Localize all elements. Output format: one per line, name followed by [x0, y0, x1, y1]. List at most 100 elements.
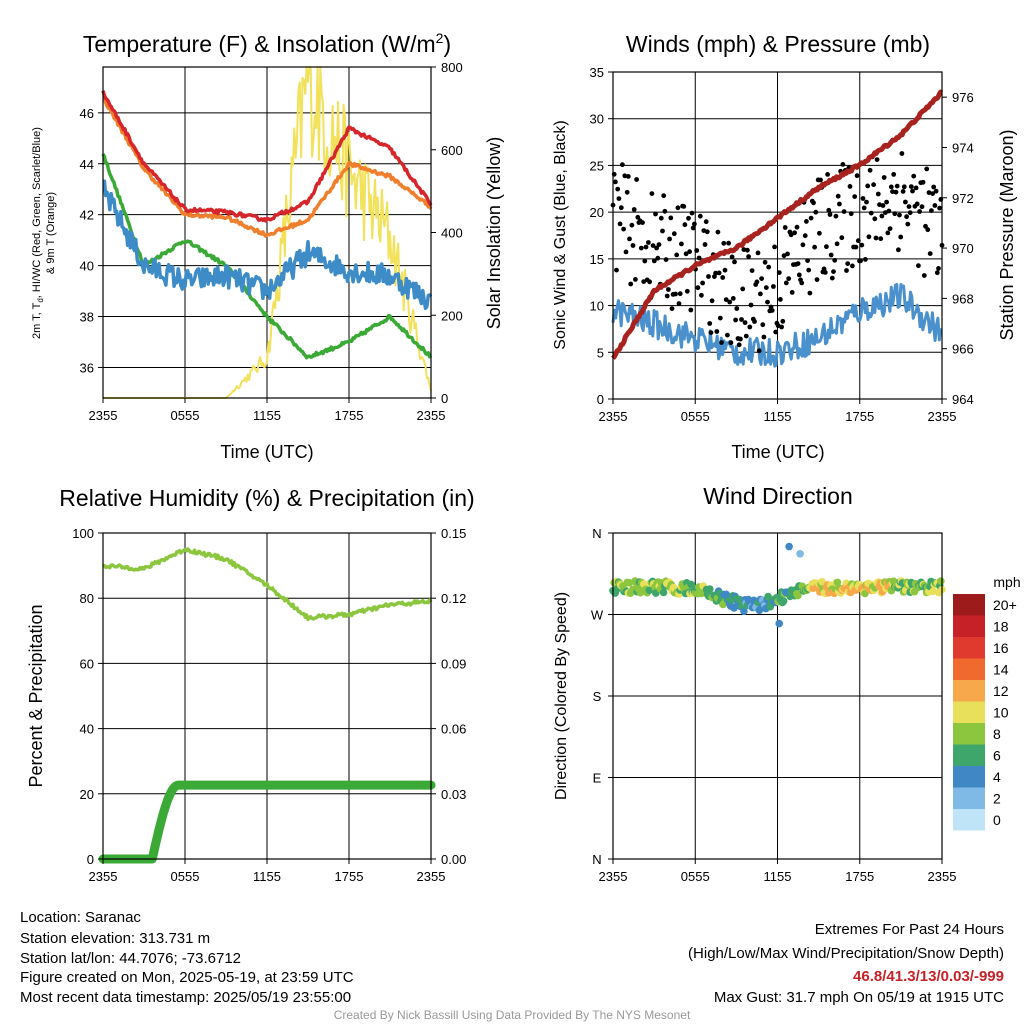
- legend-swatch-8: [953, 766, 985, 788]
- winds-y2tick-label-3: 970: [952, 241, 974, 256]
- winds-gust-point-210: [858, 258, 863, 264]
- temperature-series-1: [102, 96, 433, 238]
- legend-swatch-3: [953, 658, 985, 680]
- winds-gust-point-196: [841, 209, 847, 215]
- winds-gust-point-100: [728, 340, 734, 346]
- legend-swatch-10: [953, 809, 985, 831]
- winds-gust-point-148: [785, 251, 790, 257]
- winds-gust-point-122: [754, 279, 760, 285]
- winds-gust-point-52: [671, 231, 677, 237]
- direction-point-119: [740, 607, 748, 615]
- winds-gust-point-259: [916, 263, 921, 269]
- winds-gust-point-36: [653, 211, 658, 217]
- winds-gust-point-144: [780, 318, 786, 324]
- winds-gust-point-173: [814, 277, 820, 282]
- winds-gust-point-47: [666, 287, 671, 292]
- legend-swatch-9: [953, 787, 985, 809]
- winds-gust-point-160: [799, 280, 805, 286]
- footer-extremes-values: 46.8/41.3/13/0.03/-999: [853, 968, 1004, 985]
- temperature-y2tick-label-1: 200: [441, 308, 463, 323]
- winds-gust-point-163: [802, 233, 808, 239]
- winds-gust-point-98: [726, 240, 731, 246]
- temperature-xtick-label-2: 1155: [253, 408, 281, 423]
- winds-y2tick-label-2: 968: [952, 291, 974, 306]
- legend-label-7: 6: [993, 747, 1001, 763]
- winds-gust-point-68: [690, 225, 696, 231]
- winds-gust-point-260: [917, 209, 922, 214]
- humidity-y2tick-label-4: 0.12: [441, 591, 466, 606]
- direction-title: Wind Direction: [703, 483, 853, 509]
- winds-gust-point-115: [746, 254, 751, 259]
- winds-y2tick-label-1: 966: [952, 342, 974, 357]
- winds-gust-point-276: [936, 266, 941, 271]
- humidity-xtick-label-2: 1155: [253, 869, 281, 884]
- temperature-xtick-label-4: 2355: [417, 408, 446, 423]
- footer-extremes-sub: (High/Low/Max Wind/Precipitation/Snow De…: [688, 945, 1004, 962]
- humidity-panel: Relative Humidity (%) & Precipitation (i…: [26, 485, 475, 884]
- winds-gust-point-143: [779, 324, 784, 330]
- winds-gust-point-8: [620, 162, 625, 168]
- temperature-ytick-label-3: 42: [80, 208, 94, 223]
- winds-gust-point-124: [756, 348, 762, 354]
- winds-gust-point-7: [618, 205, 624, 211]
- direction-ytick-label-2: S: [593, 689, 602, 704]
- winds-gust-point-66: [688, 307, 694, 313]
- winds-gust-point-107: [736, 342, 742, 348]
- winds-gust-point-90: [716, 270, 722, 276]
- winds-gust-point-244: [898, 234, 904, 240]
- legend-label-5: 10: [993, 704, 1009, 720]
- winds-gust-point-79: [703, 219, 709, 225]
- winds-gust-point-19: [633, 277, 638, 282]
- winds-gust-point-56: [676, 301, 682, 306]
- legend-label-9: 2: [993, 790, 1001, 806]
- winds-gust-point-227: [878, 236, 884, 242]
- winds-gust-point-212: [860, 196, 866, 201]
- footer-recent: Most recent data timestamp: 2025/05/19 2…: [20, 989, 351, 1006]
- winds-gust-point-18: [631, 207, 637, 212]
- winds-gust-point-247: [901, 184, 907, 190]
- temperature-ytick-label-4: 44: [80, 157, 94, 172]
- winds-gust-point-186: [829, 275, 835, 281]
- temperature-series-0: [101, 90, 433, 223]
- legend-label-6: 8: [993, 726, 1001, 742]
- winds-ytick-label-3: 15: [590, 252, 604, 267]
- winds-gust-point-131: [765, 299, 770, 305]
- winds-gust-point-206: [853, 244, 859, 250]
- winds-gust-point-254: [910, 188, 915, 194]
- winds-y2tick-label-0: 964: [952, 392, 974, 407]
- winds-gust-point-146: [782, 225, 788, 230]
- winds-gust-point-58: [679, 241, 684, 247]
- winds-ticks: 0 5 10 15 20 25 30 35 964 966 968 970 972 974 976 2355 0…: [590, 65, 974, 424]
- direction-point-151: [775, 619, 783, 628]
- winds-gust-point-218: [867, 167, 873, 173]
- winds-gust-point-69: [692, 221, 697, 227]
- winds-gust-point-229: [880, 203, 886, 208]
- winds-gust-point-75: [699, 292, 704, 298]
- winds-y2label: Station Pressure (Maroon): [997, 129, 1017, 340]
- humidity-ylabel: Percent & Precipitation: [26, 604, 46, 787]
- winds-gust-point-211: [859, 242, 865, 248]
- winds-gust-point-46: [664, 293, 670, 299]
- winds-gust-point-176: [818, 177, 823, 183]
- winds-gust-point-33: [649, 191, 655, 197]
- winds-gust-point-271: [930, 191, 935, 197]
- winds-gust-point-230: [881, 175, 887, 180]
- winds-gust-point-83: [708, 330, 714, 335]
- direction-point-46: [659, 588, 668, 597]
- winds-gust-point-71: [694, 248, 700, 253]
- footer-elevation: Station elevation: 313.731 m: [20, 930, 210, 947]
- direction-panel: Wind Direction N E S W N 2355 0555 1155 1755 2355…: [553, 483, 1021, 884]
- legend-swatch-1: [953, 615, 985, 637]
- winds-gust-point-74: [697, 213, 703, 219]
- winds-gust-point-158: [796, 272, 802, 278]
- winds-xtick-label-1: 0555: [681, 409, 710, 424]
- winds-gust-point-171: [812, 244, 817, 250]
- temperature-y2tick-label-3: 600: [441, 143, 463, 158]
- winds-gust-point-181: [824, 244, 829, 250]
- winds-y2tick-label-5: 974: [952, 140, 974, 155]
- winds-gust-point-41: [658, 215, 664, 221]
- winds-gust-point-5: [616, 196, 622, 202]
- footer-credit: Created By Nick Bassill Using Data Provi…: [334, 1008, 691, 1022]
- winds-gust-point-96: [723, 297, 729, 302]
- winds-gust-point-93: [720, 275, 726, 280]
